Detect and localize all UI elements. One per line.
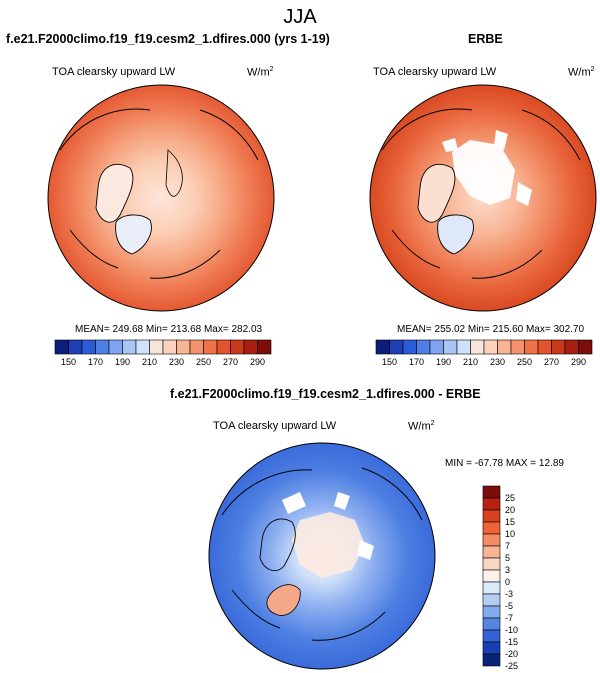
colorbar-tick-label: 150 <box>382 357 397 367</box>
panel2-units: W/m2 <box>568 66 595 79</box>
colorbar-swatch <box>135 339 150 355</box>
colorbar-swatch <box>402 339 417 355</box>
colorbar-swatch <box>149 339 164 355</box>
colorbar-tick-label: 15 <box>505 517 515 527</box>
colorbar-swatch <box>162 339 177 355</box>
colorbar-tick-label: 3 <box>505 565 510 575</box>
colorbar-swatch <box>482 485 501 499</box>
colorbar-tick-label: -5 <box>505 601 513 611</box>
panel3-units: W/m2 <box>408 420 435 433</box>
colorbar-tick-label: 190 <box>436 357 451 367</box>
panel1-units: W/m2 <box>247 66 274 79</box>
colorbar-tick-label: 5 <box>505 553 510 563</box>
panel3-heading: f.e21.F2000climo.f19_f19.cesm2_1.dfires.… <box>170 387 481 401</box>
panel1-variable-label: TOA clearsky upward LW <box>52 66 176 78</box>
colorbar-swatch <box>510 339 525 355</box>
colorbar-swatch <box>482 641 501 655</box>
colorbar-swatch <box>95 339 110 355</box>
colorbar-swatch <box>482 557 501 571</box>
colorbar-tick-label: 290 <box>571 357 586 367</box>
colorbar-swatch <box>482 617 501 631</box>
colorbar-tick-label: 270 <box>223 357 238 367</box>
panel1-stats: MEAN= 249.68 Min= 213.68 Max= 282.03 <box>75 324 263 335</box>
colorbar-tick-label: 210 <box>142 357 157 367</box>
colorbar-swatch <box>482 653 501 667</box>
panel2-variable-label: TOA clearsky upward LW <box>373 66 497 78</box>
colorbar-swatch <box>551 339 566 355</box>
colorbar-tick-label: 170 <box>409 357 424 367</box>
colorbar-swatch <box>482 533 501 547</box>
colorbar-tick-label: -10 <box>505 625 518 635</box>
colorbar-swatch <box>203 339 218 355</box>
colorbar-tick-label: 290 <box>250 357 265 367</box>
colorbar-tick-label: 210 <box>463 357 478 367</box>
colorbar-tick-label: 170 <box>88 357 103 367</box>
colorbar-swatch <box>189 339 204 355</box>
colorbar-swatch <box>389 339 404 355</box>
colorbar-swatch <box>257 339 272 355</box>
colorbar-tick-label: 7 <box>505 541 510 551</box>
colorbar-swatch <box>470 339 485 355</box>
colorbar-tick-label: 250 <box>517 357 532 367</box>
colorbar-swatch <box>68 339 83 355</box>
colorbar-swatch <box>524 339 539 355</box>
panel1-heading: f.e21.F2000climo.f19_f19.cesm2_1.dfires.… <box>6 32 330 46</box>
colorbar-swatch <box>416 339 431 355</box>
panel3-colorbar: 25 20 15 10 7 5 3 0 -3 -5 -7 -10 -15 -20 -25 <box>482 485 518 671</box>
panel2-polar-map <box>369 84 597 312</box>
colorbar-swatch <box>578 339 593 355</box>
colorbar-swatch <box>54 339 69 355</box>
colorbar-swatch <box>482 605 501 619</box>
colorbar-tick-label: 25 <box>505 493 515 503</box>
panel2-stats: MEAN= 255.02 Min= 215.60 Max= 302.70 <box>397 324 585 335</box>
colorbar-swatch <box>243 339 258 355</box>
colorbar-swatch <box>375 339 390 355</box>
colorbar-tick-label: 10 <box>505 529 515 539</box>
colorbar-tick-label: 230 <box>169 357 184 367</box>
colorbar-swatch <box>443 339 458 355</box>
colorbar-swatch <box>108 339 123 355</box>
colorbar-swatch <box>482 629 501 643</box>
colorbar-swatch <box>456 339 471 355</box>
panel2-heading: ERBE <box>468 32 503 46</box>
colorbar-swatch <box>483 339 498 355</box>
colorbar-swatch <box>429 339 444 355</box>
colorbar-tick-label: -3 <box>505 589 513 599</box>
panel1-polar-map <box>47 84 275 312</box>
colorbar-tick-label: 150 <box>61 357 76 367</box>
panel3-stats: MIN = -67.78 MAX = 12.89 <box>445 458 564 469</box>
colorbar-swatch <box>122 339 137 355</box>
colorbar-swatch <box>482 593 501 607</box>
colorbar-swatch <box>564 339 579 355</box>
colorbar-swatch <box>81 339 96 355</box>
panel2-colorbar: 150 170 190 210 230 250 270 290 <box>375 339 593 367</box>
colorbar-tick-label: 0 <box>505 577 510 587</box>
panel1-colorbar: 150 170 190 210 230 250 270 290 <box>54 339 272 367</box>
colorbar-swatch <box>176 339 191 355</box>
colorbar-swatch <box>482 569 501 583</box>
colorbar-swatch <box>216 339 231 355</box>
colorbar-tick-label: 190 <box>115 357 130 367</box>
colorbar-tick-label: 230 <box>490 357 505 367</box>
colorbar-tick-label: 20 <box>505 505 515 515</box>
colorbar-swatch <box>497 339 512 355</box>
colorbar-swatch <box>537 339 552 355</box>
colorbar-swatch <box>482 545 501 559</box>
panel3-variable-label: TOA clearsky upward LW <box>213 420 337 432</box>
colorbar-tick-label: -7 <box>505 613 513 623</box>
colorbar-swatch <box>482 581 501 595</box>
colorbar-tick-label: -15 <box>505 637 518 647</box>
colorbar-tick-label: 250 <box>196 357 211 367</box>
colorbar-swatch <box>230 339 245 355</box>
colorbar-swatch <box>482 497 501 511</box>
colorbar-tick-label: -25 <box>505 661 518 671</box>
panel3-polar-map <box>208 442 436 670</box>
colorbar-swatch <box>482 509 501 523</box>
page-title: JJA <box>283 6 317 28</box>
colorbar-swatch <box>482 521 501 535</box>
colorbar-tick-label: -20 <box>505 649 518 659</box>
colorbar-tick-label: 270 <box>544 357 559 367</box>
